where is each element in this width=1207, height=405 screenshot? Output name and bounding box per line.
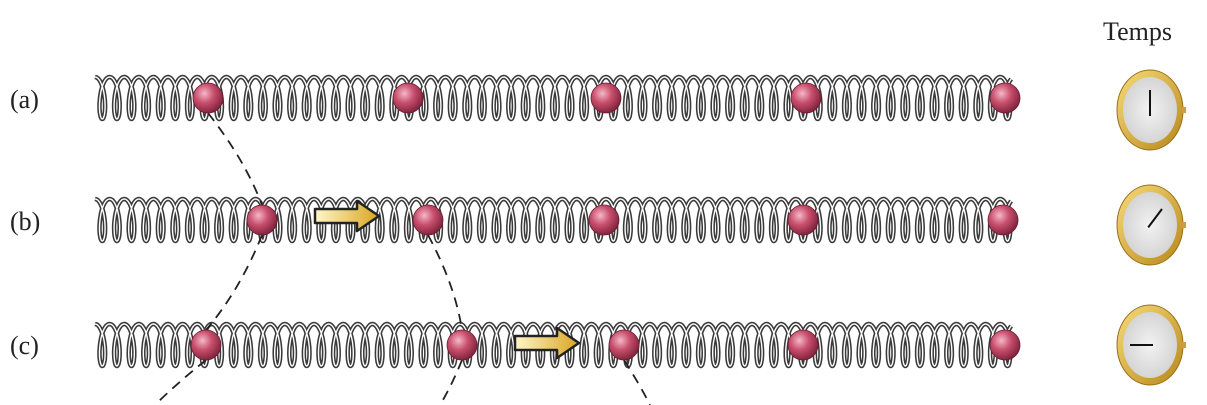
mass-ball [412, 204, 444, 236]
spring-highlight [94, 76, 1012, 120]
motion-arrow [513, 326, 581, 360]
mass-ball [787, 329, 819, 361]
dashed-guide [207, 112, 263, 206]
mass-ball [192, 82, 224, 114]
row-label: (a) [10, 85, 39, 114]
dashed-guide [623, 359, 651, 405]
mass-ball [392, 82, 424, 114]
dashed-guide [427, 234, 463, 405]
time-title: Temps [1103, 17, 1172, 46]
clock-crown [1182, 222, 1186, 228]
clock-crown [1182, 342, 1186, 348]
mass-ball [790, 82, 822, 114]
spring-highlight [94, 323, 1012, 367]
mass-ball [989, 329, 1021, 361]
clock-hand [1147, 208, 1163, 228]
drawing [93, 69, 1186, 405]
motion-arrow [313, 199, 381, 233]
mass-ball [608, 329, 640, 361]
mass-ball [987, 204, 1019, 236]
mass-ball [989, 82, 1021, 114]
row-label: (b) [10, 207, 40, 236]
mass-ball [588, 204, 620, 236]
dashed-guide [154, 234, 263, 405]
row-label: (c) [10, 331, 39, 360]
mass-ball [787, 204, 819, 236]
mass-ball [246, 204, 278, 236]
mass-ball [190, 329, 222, 361]
clock-crown [1182, 107, 1186, 113]
spring-highlight [94, 198, 1012, 242]
mass-ball [446, 329, 478, 361]
mass-ball [590, 82, 622, 114]
